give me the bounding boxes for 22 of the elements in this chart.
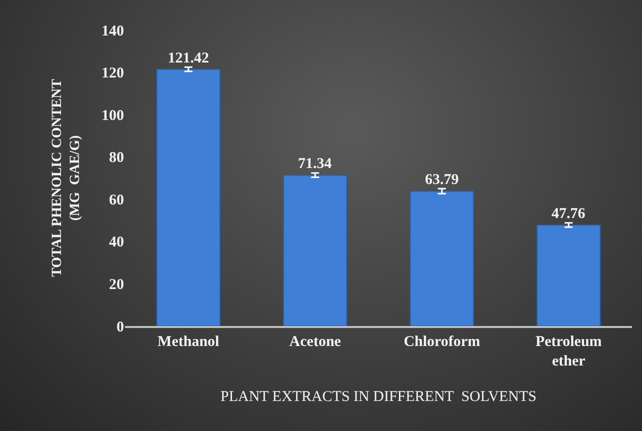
y-tick-label: 80 bbox=[109, 150, 124, 166]
x-tick-label: Chloroform bbox=[404, 334, 481, 350]
data-label: 71.34 bbox=[298, 156, 332, 172]
y-tick-label: 20 bbox=[109, 276, 124, 293]
y-axis-title: TOTAL PHENOLIC CONTENT (MG GAE/G) bbox=[50, 78, 84, 277]
bar bbox=[410, 190, 474, 326]
bar bbox=[282, 174, 348, 326]
x-tick-label: Petroleum ether bbox=[535, 334, 602, 370]
data-label: 63.79 bbox=[425, 172, 459, 188]
y-tick-label: 0 bbox=[116, 319, 124, 336]
y-tick-label: 140 bbox=[102, 23, 124, 40]
y-tick-label: 60 bbox=[109, 192, 124, 208]
y-tick-label: 100 bbox=[102, 108, 124, 124]
data-label: 47.76 bbox=[552, 206, 586, 222]
x-tick-label: Acetone bbox=[289, 334, 342, 350]
bar bbox=[536, 224, 601, 326]
x-axis-title: PLANT EXTRACTS IN DIFFERENT SOLVENTS bbox=[220, 388, 537, 405]
y-tick-label: 40 bbox=[109, 234, 124, 251]
bar bbox=[156, 68, 221, 326]
data-label: 121.42 bbox=[168, 50, 209, 66]
y-tick-label: 120 bbox=[102, 66, 124, 82]
x-tick-label: Methanol bbox=[158, 334, 220, 350]
